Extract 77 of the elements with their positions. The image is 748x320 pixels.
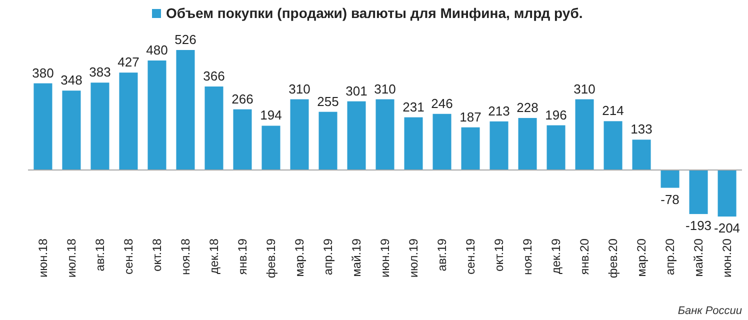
data-label: -78 <box>660 192 680 207</box>
bar <box>404 117 423 170</box>
data-label: 366 <box>203 68 225 84</box>
x-tick-label: сен.19 <box>464 238 478 275</box>
x-tick-label: июн.18 <box>36 238 50 278</box>
x-tick-label: дек.19 <box>549 238 564 274</box>
x-tick-label: дек.18 <box>206 238 221 274</box>
data-label: 194 <box>260 108 282 123</box>
x-tick-label: фев.20 <box>606 238 620 278</box>
x-tick-label: апр.20 <box>663 238 678 276</box>
bar <box>575 99 594 170</box>
data-label: 526 <box>174 32 196 47</box>
data-label: 266 <box>232 91 254 106</box>
bar <box>90 82 110 170</box>
data-label: -204 <box>714 220 740 236</box>
x-tick-label: апр.19 <box>320 238 335 276</box>
data-label: 231 <box>402 99 424 114</box>
data-label: 133 <box>630 122 652 137</box>
x-tick-label: мар.20 <box>634 238 649 277</box>
bar <box>718 170 736 217</box>
data-label: 380 <box>32 65 54 80</box>
x-tick-label: фев.19 <box>264 238 278 278</box>
data-label: 310 <box>374 81 396 96</box>
bar <box>34 83 52 170</box>
bar <box>490 121 508 170</box>
data-label: 246 <box>431 96 453 111</box>
data-label: -193 <box>686 218 712 234</box>
bar <box>461 127 480 170</box>
data-label: 480 <box>146 42 168 58</box>
bar <box>119 72 138 170</box>
data-label: 187 <box>460 109 482 124</box>
bar <box>176 50 195 170</box>
bar <box>62 90 81 170</box>
data-label: 196 <box>545 107 567 122</box>
x-tick-label: май.20 <box>692 238 706 277</box>
x-tick-label: июн.20 <box>720 238 734 278</box>
bar <box>347 101 366 170</box>
bar <box>204 86 224 170</box>
bar <box>290 99 309 170</box>
bar <box>546 125 566 170</box>
x-tick-label: окт.18 <box>150 238 164 272</box>
x-tick-label: янв.20 <box>578 238 592 275</box>
data-label: 214 <box>602 103 624 118</box>
text: Банк России <box>678 305 742 317</box>
x-tick-label: июл.18 <box>64 238 78 278</box>
data-label: 348 <box>60 72 82 88</box>
bar <box>432 114 452 170</box>
x-tick-label: янв.19 <box>235 238 250 275</box>
x-tick-label: июл.19 <box>406 238 421 278</box>
x-tick-label: авг.19 <box>435 238 450 272</box>
bar <box>632 140 651 170</box>
bar <box>660 170 680 188</box>
data-label: 310 <box>574 81 596 96</box>
x-tick-label: окт.19 <box>492 238 506 272</box>
x-tick-label: сен.18 <box>121 238 136 275</box>
bar <box>148 60 166 170</box>
bar <box>233 109 252 170</box>
data-label: 228 <box>516 100 538 115</box>
data-label: 427 <box>118 54 140 70</box>
x-tick-label: авг.18 <box>92 238 107 272</box>
bar <box>604 121 622 170</box>
legend-label: Объем покупки (продажи) валюты для Минфина, млрд руб. <box>166 5 583 21</box>
x-tick-label: мар.19 <box>292 238 306 277</box>
bar <box>689 170 708 214</box>
x-tick-label: ноя.18 <box>178 238 192 276</box>
bar <box>518 118 537 170</box>
data-label: 255 <box>317 94 339 109</box>
bar <box>262 126 280 170</box>
x-tick-label: июн.19 <box>378 238 392 278</box>
data-label: 301 <box>346 83 368 98</box>
data-label: 310 <box>288 81 310 96</box>
bar <box>318 112 338 170</box>
data-label: 213 <box>488 103 510 118</box>
data-label: 383 <box>89 64 111 80</box>
x-tick-label: май.19 <box>349 238 364 277</box>
x-tick-label: ноя.19 <box>520 238 535 276</box>
bar <box>376 99 394 170</box>
